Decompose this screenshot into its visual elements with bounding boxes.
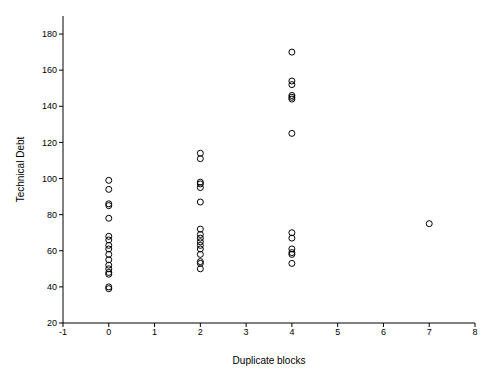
svg-text:40: 40 xyxy=(47,282,57,292)
svg-text:80: 80 xyxy=(47,210,57,220)
svg-text:5: 5 xyxy=(335,327,340,337)
svg-text:20: 20 xyxy=(47,318,57,328)
svg-text:Duplicate blocks: Duplicate blocks xyxy=(233,355,306,366)
svg-text:180: 180 xyxy=(42,29,57,39)
svg-text:6: 6 xyxy=(381,327,386,337)
svg-text:120: 120 xyxy=(42,138,57,148)
svg-text:1: 1 xyxy=(152,327,157,337)
svg-text:Technical Debt: Technical Debt xyxy=(15,136,26,202)
svg-text:2: 2 xyxy=(198,327,203,337)
svg-text:100: 100 xyxy=(42,174,57,184)
svg-text:7: 7 xyxy=(427,327,432,337)
svg-text:160: 160 xyxy=(42,65,57,75)
svg-text:0: 0 xyxy=(106,327,111,337)
svg-text:140: 140 xyxy=(42,101,57,111)
svg-text:3: 3 xyxy=(244,327,249,337)
svg-text:-1: -1 xyxy=(59,327,67,337)
svg-text:4: 4 xyxy=(289,327,294,337)
svg-text:60: 60 xyxy=(47,246,57,256)
svg-text:8: 8 xyxy=(472,327,477,337)
